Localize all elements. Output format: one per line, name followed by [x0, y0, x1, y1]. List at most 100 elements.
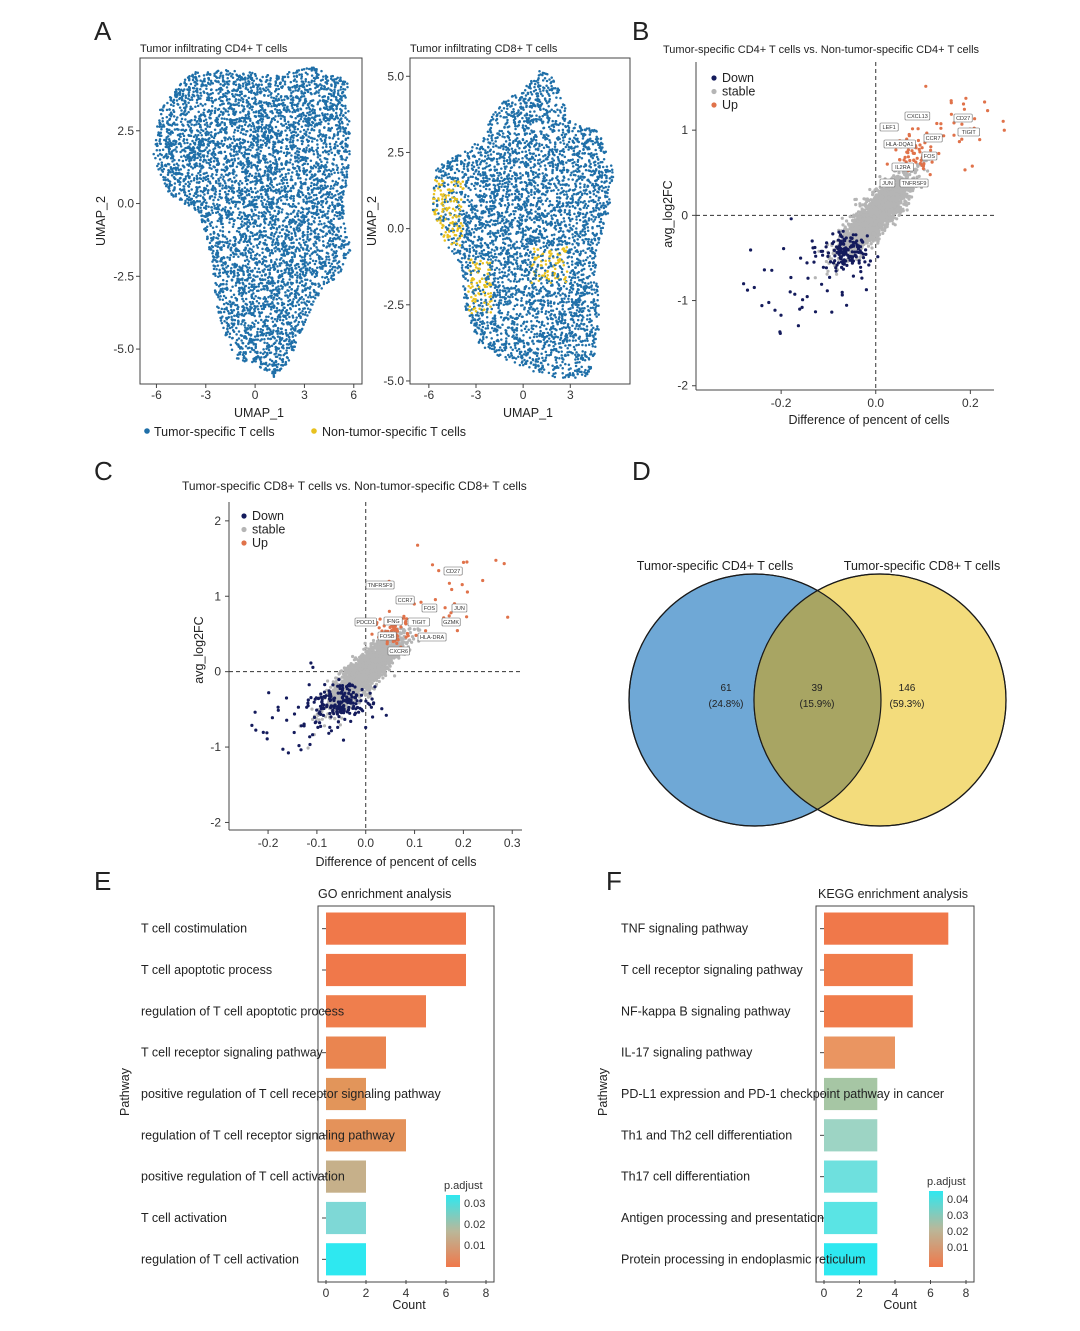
umap-point-tumor — [156, 125, 159, 128]
umap-point-tumor — [232, 186, 235, 190]
umap-point-tumor — [222, 93, 225, 96]
umap-point-tumor — [301, 289, 304, 292]
umap-point-tumor — [335, 164, 338, 167]
umap-point-tumor — [255, 141, 258, 144]
umap-point-tumor — [247, 110, 250, 113]
umap-point-tumor — [257, 156, 260, 159]
umap-point-tumor — [214, 119, 217, 122]
umap-point-tumor — [307, 67, 311, 71]
umap-point-tumor — [317, 255, 321, 258]
umap-point-tumor — [253, 127, 256, 130]
umap-point-tumor — [287, 70, 291, 74]
umap-point-tumor — [216, 233, 220, 236]
umap-point-tumor — [259, 149, 262, 153]
umap-point-tumor — [318, 249, 322, 253]
umap-point-tumor — [175, 150, 178, 153]
umap-point-tumor — [341, 262, 345, 266]
umap-point-tumor — [313, 116, 316, 119]
umap-point-tumor — [157, 162, 160, 166]
umap-point-tumor — [223, 190, 227, 194]
umap-point-tumor — [195, 129, 199, 132]
umap-point-tumor — [288, 264, 292, 268]
umap-point-tumor — [250, 108, 254, 111]
umap-point-tumor — [250, 215, 253, 219]
umap-point-tumor — [206, 155, 209, 158]
umap-point-tumor — [195, 196, 198, 199]
umap-point-tumor — [188, 155, 191, 159]
umap-point-tumor — [196, 119, 199, 123]
umap-point-tumor — [312, 242, 315, 246]
umap-point-tumor — [246, 214, 249, 218]
umap-point-tumor — [159, 142, 162, 146]
umap-point-tumor — [220, 173, 223, 177]
umap-point-tumor — [282, 241, 285, 244]
umap-point-tumor — [323, 222, 326, 225]
umap-point-tumor — [184, 182, 187, 186]
umap-point-tumor — [249, 251, 252, 255]
umap-point-tumor — [284, 202, 287, 206]
umap-point-tumor — [259, 351, 262, 355]
umap-point-tumor — [329, 115, 332, 119]
umap-point-tumor — [313, 79, 316, 83]
umap-point-tumor — [310, 229, 313, 232]
umap-point-tumor — [219, 310, 222, 314]
umap-point-tumor — [300, 142, 304, 146]
umap-point-tumor — [284, 163, 288, 166]
umap-point-tumor — [176, 116, 179, 119]
umap-point-tumor — [315, 139, 319, 142]
umap-point-tumor — [243, 212, 246, 215]
umap-point-tumor — [343, 176, 346, 179]
umap-point-tumor — [249, 186, 253, 190]
umap-point-tumor — [258, 161, 262, 164]
umap-point-tumor — [309, 232, 313, 236]
umap-point-tumor — [316, 146, 320, 150]
umap-point-tumor — [209, 233, 212, 236]
umap-point-tumor — [324, 270, 327, 273]
umap-point-tumor — [295, 228, 298, 231]
umap-point-tumor — [222, 310, 226, 314]
umap-point-tumor — [286, 296, 290, 299]
umap-point-tumor — [281, 345, 284, 349]
umap-point-tumor — [218, 103, 222, 107]
umap-point-tumor — [167, 163, 171, 166]
umap-point-tumor — [246, 277, 249, 281]
umap-point-tumor — [222, 282, 225, 286]
umap-point-tumor — [274, 346, 278, 349]
umap-point-tumor — [283, 245, 286, 249]
umap-point-tumor — [238, 313, 241, 316]
umap-point-tumor — [275, 78, 279, 81]
umap-point-tumor — [238, 269, 242, 272]
umap-point-tumor — [219, 74, 222, 78]
umap-point-tumor — [244, 148, 248, 152]
umap-point-tumor — [307, 187, 311, 190]
umap-point-tumor — [320, 222, 323, 226]
umap-point-tumor — [221, 278, 225, 282]
umap-point-tumor — [267, 275, 271, 278]
umap-point-tumor — [265, 75, 268, 79]
umap-point-tumor — [345, 170, 348, 173]
umap-point-tumor — [311, 166, 314, 170]
umap-point-tumor — [237, 186, 241, 189]
umap-point-tumor — [197, 153, 200, 156]
umap-point-tumor — [219, 295, 222, 298]
umap-point-tumor — [311, 207, 315, 210]
umap-point-tumor — [288, 315, 291, 319]
umap-point-tumor — [223, 186, 227, 189]
umap-point-tumor — [290, 251, 294, 254]
umap-point-tumor — [325, 251, 329, 255]
umap-cd4-title: Tumor infiltrating CD4+ T cells — [140, 43, 288, 55]
umap-point-tumor — [280, 179, 284, 183]
umap-point-tumor — [274, 243, 277, 246]
umap-point-tumor — [340, 145, 344, 148]
umap-point-tumor — [240, 223, 243, 226]
umap-point-tumor — [331, 203, 334, 207]
umap-point-tumor — [300, 184, 303, 188]
umap-point-tumor — [259, 189, 262, 192]
umap-point-tumor — [240, 334, 244, 337]
umap-point-tumor — [239, 217, 242, 220]
umap-point-tumor — [281, 318, 285, 322]
umap-point-tumor — [214, 193, 217, 196]
umap-point-tumor — [273, 281, 276, 285]
umap-point-tumor — [344, 253, 347, 257]
umap-point-tumor — [268, 271, 271, 275]
